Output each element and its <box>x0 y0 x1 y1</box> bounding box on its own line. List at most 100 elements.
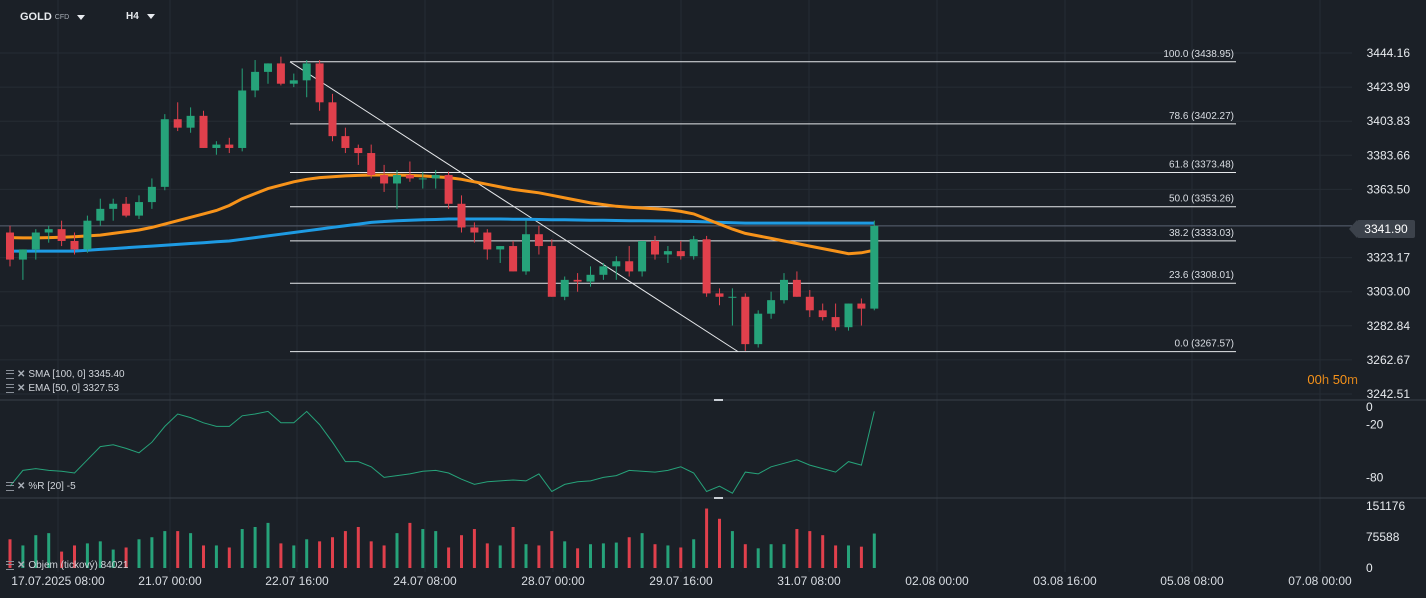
candle-body <box>431 175 440 179</box>
sma-100-line <box>10 217 875 253</box>
candle-body <box>767 300 776 314</box>
candle-body <box>225 144 234 148</box>
close-icon[interactable]: ✕ <box>17 383 26 394</box>
volume-bar <box>34 535 38 568</box>
volume-bar <box>627 537 631 568</box>
pane-resize-handle <box>714 497 723 499</box>
fib-trend-line <box>289 61 739 353</box>
volume-bar <box>408 522 412 568</box>
timer-minutes: 50 <box>1332 372 1348 387</box>
candle-body <box>44 229 53 233</box>
settings-icon[interactable] <box>6 383 14 393</box>
volume-bar <box>511 526 515 568</box>
candle-body <box>276 63 285 84</box>
volume-bar <box>266 522 270 568</box>
price-tick-label: 3303.00 <box>1367 285 1411 299</box>
candle-body <box>573 279 582 282</box>
volume-bar <box>576 548 580 568</box>
volume-bar <box>356 526 360 568</box>
volume-bar <box>292 545 296 568</box>
volume-bar <box>253 526 257 568</box>
symbol-selector[interactable]: GOLD CFD <box>20 11 86 23</box>
sma-legend[interactable]: ✕ SMA [100, 0] 3345.40 <box>6 369 125 380</box>
candle-body <box>599 266 608 275</box>
volume-bar <box>834 545 838 568</box>
candle-body <box>818 310 827 318</box>
candle-countdown: 00h 50m <box>1307 372 1358 387</box>
volume-bar <box>369 541 373 568</box>
candle-body <box>122 203 131 216</box>
pane-resize-handle <box>714 399 723 401</box>
volume-bar <box>498 545 502 568</box>
close-icon[interactable]: ✕ <box>17 560 26 571</box>
candle-body <box>741 296 750 345</box>
candle-body <box>57 229 66 241</box>
candle-body <box>264 63 272 72</box>
price-tick-label: 3444.16 <box>1367 46 1411 60</box>
volume-bar <box>640 533 644 568</box>
ema-legend[interactable]: ✕ EMA [50, 0] 3327.53 <box>6 383 119 394</box>
volume-bar <box>859 546 863 568</box>
price-tick-label: 3383.66 <box>1367 148 1411 162</box>
volume-bar <box>550 531 554 568</box>
volume-bar <box>279 543 283 568</box>
volume-bar <box>692 539 696 568</box>
candle-body <box>625 261 634 272</box>
fibonacci-retracement: 100.0 (3438.95) 78.6 (3402.27) 61.8 (3373.… <box>289 49 1236 353</box>
volume-bar <box>782 544 786 568</box>
fib-level-label: 0.0 (3267.57) <box>1175 339 1235 350</box>
williams-r-line <box>9 410 875 494</box>
candle-body <box>651 240 659 255</box>
close-icon[interactable]: ✕ <box>17 481 26 492</box>
x-tick-label: 29.07 16:00 <box>649 574 713 588</box>
chevron-down-icon[interactable] <box>146 13 155 19</box>
volume-bar <box>305 539 309 568</box>
candle-body <box>83 220 92 250</box>
volume-bar <box>472 529 476 568</box>
volume-bar <box>679 547 683 568</box>
symbol-name: GOLD <box>20 11 52 23</box>
close-icon[interactable]: ✕ <box>17 369 26 380</box>
candle-body <box>199 115 208 148</box>
settings-icon[interactable] <box>6 560 14 570</box>
candle-body <box>728 296 737 298</box>
volume-bar <box>743 544 747 568</box>
candle-body <box>754 313 763 345</box>
candle-body <box>393 175 401 184</box>
ema-50-line <box>9 173 875 256</box>
timeframe-selector[interactable]: H4 <box>126 11 155 22</box>
candle-body <box>870 225 879 309</box>
volume-legend[interactable]: ✕ Objem (tickový) 84021 <box>6 560 128 571</box>
volume-bar <box>150 537 154 568</box>
grid <box>0 0 1426 572</box>
x-tick-label: 28.07 00:00 <box>521 574 585 588</box>
volume-bar <box>614 542 618 568</box>
moving-averages <box>9 173 875 256</box>
volume-bar <box>21 545 25 568</box>
volume-bar <box>460 535 463 568</box>
candle-body <box>328 102 337 137</box>
candle-body <box>792 279 801 297</box>
candle-body <box>354 147 363 154</box>
settings-icon[interactable] <box>6 481 14 491</box>
candle-body <box>341 136 350 148</box>
candle-body <box>160 119 169 187</box>
chevron-down-icon[interactable] <box>77 14 86 20</box>
volume-bar <box>769 544 773 568</box>
volume-bar <box>202 545 205 568</box>
wr-legend[interactable]: ✕ %R [20] -5 <box>6 481 76 492</box>
candle-body <box>31 232 40 250</box>
candle-body <box>496 246 505 250</box>
wr-tick-label: -80 <box>1366 470 1384 484</box>
wr-tick-label: -20 <box>1366 418 1384 432</box>
x-tick-label: 31.07 08:00 <box>777 574 841 588</box>
candle-body <box>844 303 853 328</box>
candle-body <box>638 240 647 272</box>
candle-body <box>805 296 814 311</box>
x-tick-label: 05.08 08:00 <box>1160 574 1224 588</box>
candle-body <box>405 175 414 179</box>
settings-icon[interactable] <box>6 369 14 379</box>
volume-bar <box>485 543 489 568</box>
volume-bar <box>601 543 605 568</box>
